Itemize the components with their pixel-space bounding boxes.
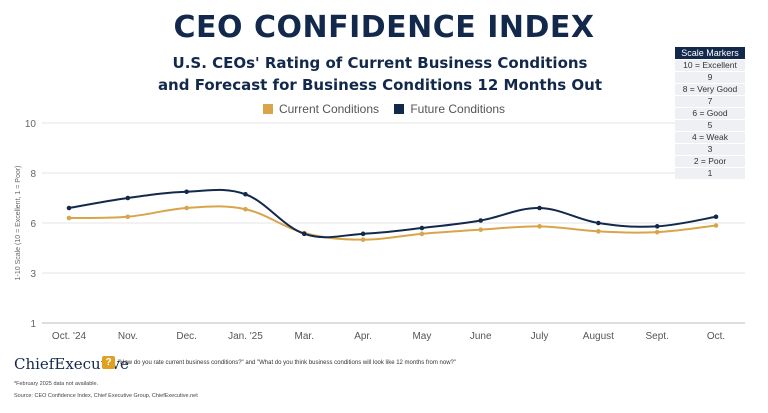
data-point-current <box>713 223 719 228</box>
data-point-current <box>654 229 660 235</box>
data-point-current <box>125 214 131 220</box>
scale-marker-row: 5 <box>675 119 745 131</box>
data-point-future <box>301 231 307 237</box>
x-tick-label: May <box>412 331 431 342</box>
scale-markers-table: Scale Markers 10 = Excellent 9 8 = Very … <box>675 47 745 179</box>
y-tick-label: 8 <box>30 169 36 180</box>
subtitle-line-2: and Forecast for Business Conditions 12 … <box>157 76 603 94</box>
x-tick-label: Sept. <box>646 331 669 342</box>
scale-marker-row: 4 = Weak <box>675 131 745 143</box>
data-point-future <box>360 231 366 237</box>
x-tick-label: June <box>470 331 492 342</box>
scale-markers-title: Scale Markers <box>675 47 745 59</box>
y-tick-label: 10 <box>25 119 37 130</box>
chart-title: CEO CONFIDENCE INDEX <box>173 10 595 45</box>
legend-item-current: Current Conditions <box>262 102 379 116</box>
y-tick-label: 6 <box>30 219 36 230</box>
data-point-future <box>596 220 601 226</box>
data-point-current <box>243 206 248 212</box>
survey-question: "How do you rate current business condit… <box>118 360 457 366</box>
data-point-current <box>184 205 189 211</box>
legend-item-future: Future Conditions <box>394 102 505 116</box>
scale-marker-row: 6 = Good <box>675 107 745 119</box>
data-point-future <box>713 214 719 220</box>
series-line-current <box>68 205 717 241</box>
scale-marker-row: 10 = Excellent <box>675 59 745 71</box>
brand-logo: ChiefExecutive <box>14 355 129 373</box>
question-mark-icon: ? <box>102 356 115 369</box>
data-point-future <box>184 189 189 195</box>
legend-label-future: Future Conditions <box>410 102 506 116</box>
x-tick-label: July <box>531 331 549 342</box>
data-point-future <box>654 224 660 229</box>
data-point-current <box>596 229 601 234</box>
legend-swatch-future <box>394 104 405 114</box>
y-axis-label: 1-10 Scale (10 = Excellent, 1 = Poor) <box>15 166 22 281</box>
subtitle-line-1: U.S. CEOs' Rating of Current Business Co… <box>172 54 588 72</box>
data-point-future <box>243 191 248 197</box>
chart-subtitle: U.S. CEOs' Rating of Current Business Co… <box>120 52 640 96</box>
data-point-current <box>537 224 542 229</box>
source-note: Source: CEO Confidence Index, Chief Exec… <box>14 393 198 399</box>
data-point-current <box>478 227 484 232</box>
scale-marker-row: 7 <box>675 95 745 107</box>
data-point-future <box>419 225 425 231</box>
legend: Current Conditions Future Conditions <box>0 102 768 116</box>
series-line-future <box>68 188 717 239</box>
scale-marker-row: 3 <box>675 143 745 155</box>
x-tick-label: August <box>583 331 614 342</box>
y-tick-label: 3 <box>30 269 36 280</box>
scale-marker-row: 2 = Poor <box>675 155 745 167</box>
data-point-future <box>537 205 542 211</box>
x-tick-label: Dec. <box>176 331 197 342</box>
scale-marker-row: 1 <box>675 167 745 179</box>
x-tick-label: Jan. '25 <box>228 331 263 342</box>
data-point-future <box>478 218 484 223</box>
x-tick-label: Apr. <box>354 331 372 342</box>
scale-marker-row: 9 <box>675 71 745 83</box>
x-tick-label: Oct. <box>707 331 725 342</box>
x-tick-label: Nov. <box>118 331 138 342</box>
legend-label-current: Current Conditions <box>278 102 379 116</box>
y-tick-label: 1 <box>30 319 36 330</box>
scale-marker-row: 8 = Very Good <box>675 83 745 95</box>
data-point-current <box>66 215 72 221</box>
data-point-current <box>419 231 425 237</box>
x-tick-label: Oct. '24 <box>52 331 87 342</box>
legend-swatch-current <box>262 104 273 114</box>
data-point-current <box>360 237 366 242</box>
footnote: *February 2025 data not available. <box>14 381 99 387</box>
data-point-future <box>125 195 131 201</box>
x-tick-label: Mar. <box>295 331 314 342</box>
data-point-future <box>66 205 72 211</box>
